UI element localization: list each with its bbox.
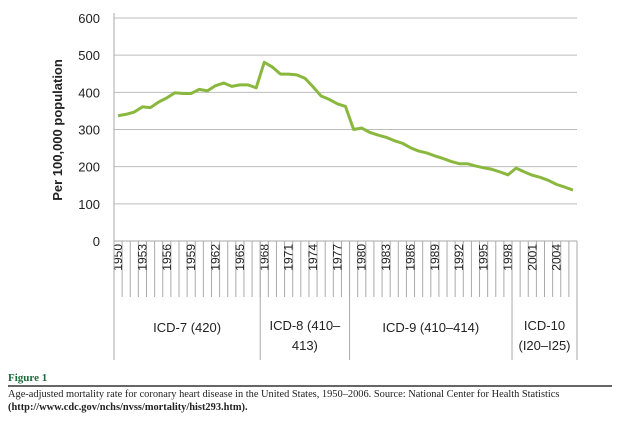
y-tick-label: 400 bbox=[78, 85, 100, 100]
x-tick-label: 1986 bbox=[403, 244, 417, 271]
x-tick-label: 1962 bbox=[209, 244, 223, 271]
group-label: ICD-9 (410–414) bbox=[382, 320, 479, 335]
x-tick-label: 1998 bbox=[501, 244, 515, 271]
group-label: ICD-8 (410– bbox=[269, 318, 341, 333]
group-label-line2: (I20–I25) bbox=[518, 338, 570, 353]
figure-caption: Age-adjusted mortality rate for coronary… bbox=[8, 388, 614, 414]
y-tick-label: 600 bbox=[78, 11, 100, 26]
x-tick-label: 1977 bbox=[330, 244, 344, 271]
group-label: ICD-7 (420) bbox=[153, 320, 221, 335]
x-tick-label: 1980 bbox=[355, 244, 369, 271]
group-label: ICD-10 bbox=[524, 318, 565, 333]
y-axis-label: Per 100,000 population bbox=[50, 59, 65, 201]
x-tick-label: 1950 bbox=[111, 244, 125, 271]
x-tick-label: 1983 bbox=[379, 244, 393, 271]
x-tick-label: 1989 bbox=[428, 244, 442, 271]
group-label-line2: 413) bbox=[292, 338, 318, 353]
x-tick-label: 1959 bbox=[184, 244, 198, 271]
x-tick-label: 1953 bbox=[135, 244, 149, 271]
x-tick-label: 2004 bbox=[550, 244, 564, 271]
y-tick-label: 200 bbox=[78, 160, 100, 175]
x-tick-label: 1965 bbox=[233, 244, 247, 271]
caption-divider bbox=[8, 385, 612, 387]
x-tick-label: 1992 bbox=[452, 244, 466, 271]
line-chart: 0 100 200 300 400 500 600 Per 100,000 populatio… bbox=[50, 11, 578, 360]
caption-text: Age-adjusted mortality rate for coronary… bbox=[8, 389, 560, 400]
x-tick-label: 1995 bbox=[477, 244, 491, 271]
x-tick-label: 1968 bbox=[257, 244, 271, 271]
y-tick-label: 0 bbox=[93, 234, 100, 249]
x-tick-label: 1971 bbox=[282, 244, 296, 271]
x-tick-label: 2001 bbox=[525, 244, 539, 271]
mortality-series-line bbox=[117, 60, 574, 192]
y-tick-label: 300 bbox=[78, 123, 100, 138]
figure-label: Figure 1 bbox=[8, 372, 48, 384]
y-tick-label: 500 bbox=[78, 48, 100, 63]
y-tick-label: 100 bbox=[78, 197, 100, 212]
x-tick-label: 1956 bbox=[160, 244, 174, 271]
x-tick-label: 1974 bbox=[306, 244, 320, 271]
caption-link[interactable]: (http://www.cdc.gov/nchs/nvss/mortality/… bbox=[8, 402, 248, 413]
